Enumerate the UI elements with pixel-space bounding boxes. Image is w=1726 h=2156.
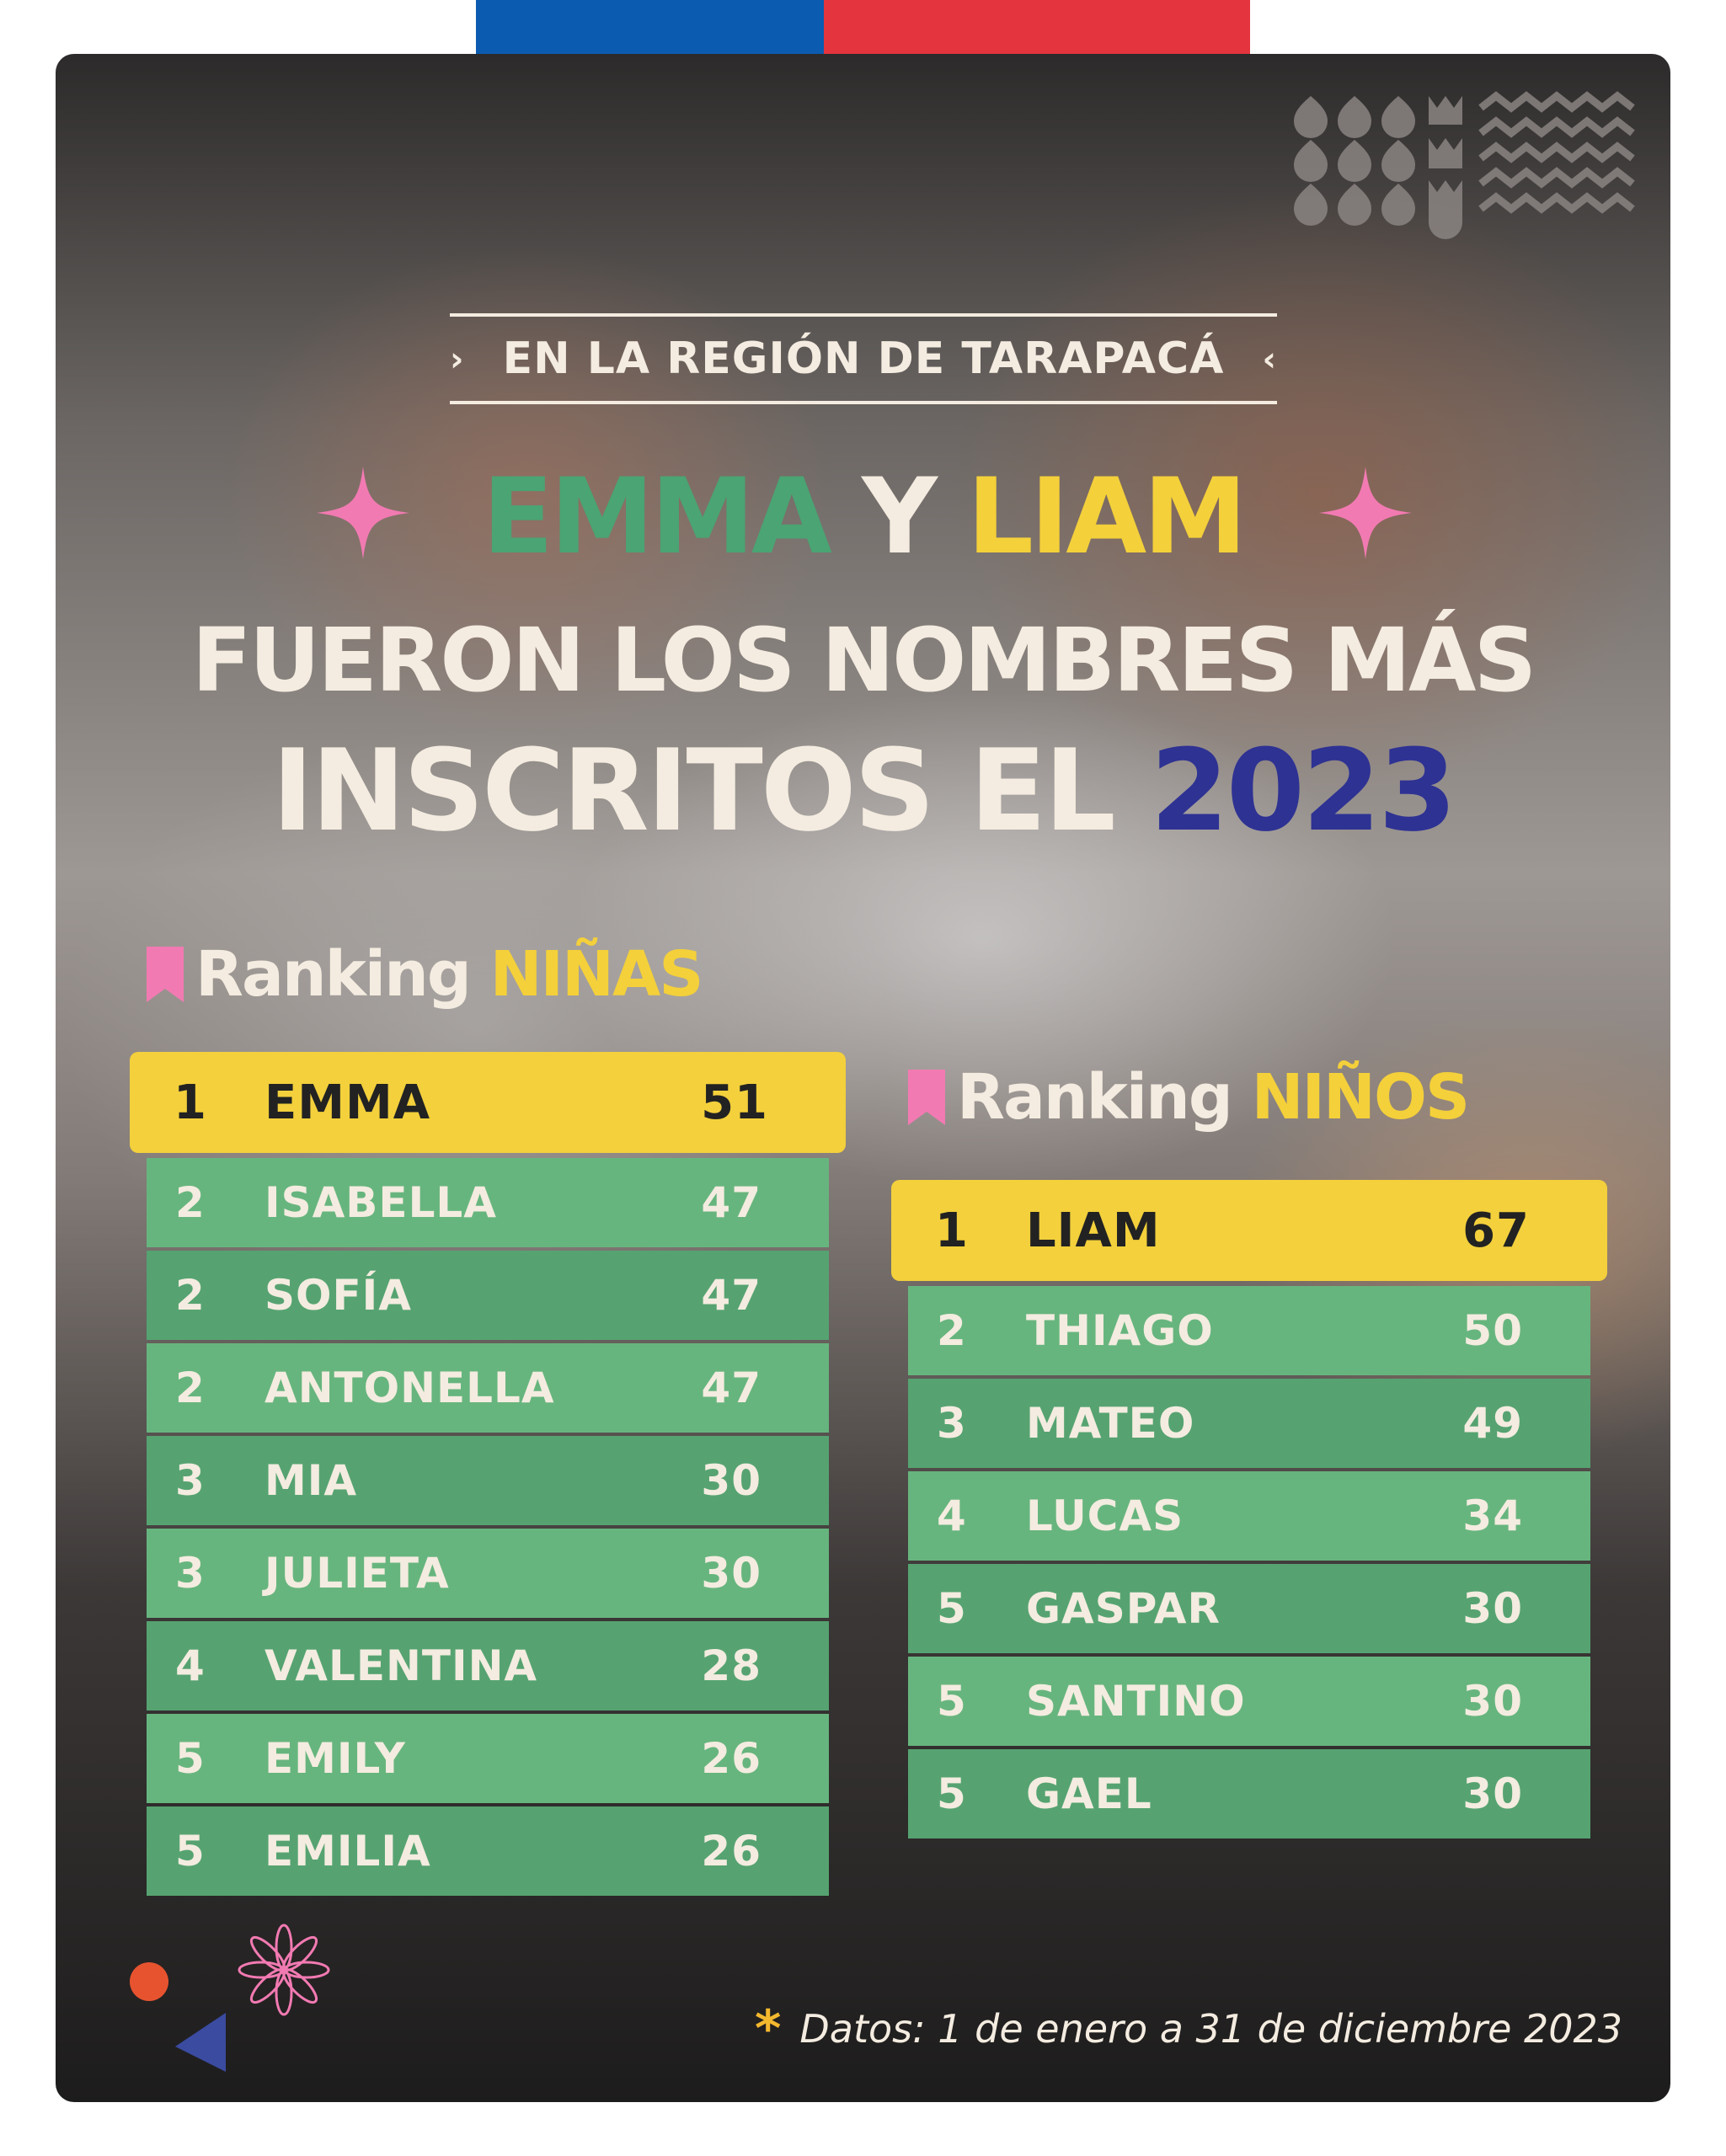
rank-count: 30	[701, 1549, 761, 1598]
rank-count: 49	[1462, 1399, 1523, 1448]
girls-title-prefix: Ranking	[195, 938, 490, 1011]
table-row: 2 ISABELLA 47	[147, 1158, 829, 1247]
table-row: 3 MIA 30	[147, 1436, 829, 1525]
girls-title-accent: NIÑAS	[489, 938, 704, 1011]
rank-name: ANTONELLA	[265, 1364, 555, 1412]
rank-count: 30	[1462, 1584, 1523, 1633]
bookmark-icon	[147, 947, 184, 1002]
headline-girl-name: EMMA	[482, 456, 831, 578]
rank-count: 34	[1462, 1492, 1523, 1540]
rank-position: 5	[175, 1827, 206, 1876]
rank-position: 5	[937, 1584, 967, 1633]
data-footnote: * Datos: 1 de enero a 31 de diciembre 20…	[755, 1999, 1665, 2058]
rank-name: VALENTINA	[265, 1641, 538, 1690]
rank-name: EMILY	[265, 1734, 406, 1783]
sparkle-icon	[1319, 467, 1412, 559]
footnote-text: Datos: 1 de enero a 31 de diciembre 2023	[799, 2006, 1623, 2052]
table-row: 4 LUCAS 34	[908, 1471, 1590, 1561]
brand-pattern-icon	[1294, 91, 1635, 239]
rank-count: 30	[1462, 1677, 1523, 1726]
boys-ranking-table: 1 LIAM 67 2 THIAGO 50 3 MATEO 49 4 LUCAS…	[891, 1180, 1607, 1842]
boys-title-accent: NIÑOS	[1251, 1061, 1471, 1134]
rank-count: 30	[1462, 1769, 1523, 1818]
flag-stripe-blue	[476, 0, 824, 54]
rank-position: 3	[175, 1549, 206, 1598]
rank-name: MIA	[265, 1456, 358, 1505]
rank-count: 30	[701, 1456, 761, 1505]
rank-name: LIAM	[1026, 1203, 1161, 1258]
infographic-card: › EN LA REGIÓN DE TARAPACÁ ‹ EMMA Y LIAM…	[56, 54, 1670, 2102]
rank-name: JULIETA	[265, 1549, 450, 1598]
rank-count: 26	[701, 1827, 761, 1876]
rank-name: SANTINO	[1026, 1677, 1246, 1726]
rank-position: 2	[937, 1306, 967, 1355]
rank-position: 5	[175, 1734, 206, 1783]
table-row: 1 EMMA 51	[130, 1052, 846, 1153]
rank-name: GAEL	[1026, 1769, 1152, 1818]
rank-name: SOFÍA	[265, 1271, 412, 1320]
rank-position: 2	[175, 1178, 206, 1227]
asterisk-icon: *	[755, 1999, 782, 2058]
table-row: 3 MATEO 49	[908, 1379, 1590, 1468]
rank-position: 4	[937, 1492, 967, 1540]
table-row: 2 SOFÍA 47	[147, 1251, 829, 1340]
rank-position: 1	[935, 1203, 969, 1258]
chevron-right-icon: ›	[450, 340, 465, 379]
rank-position: 4	[175, 1641, 206, 1690]
rank-count: 28	[701, 1641, 761, 1690]
table-row: 5 SANTINO 30	[908, 1657, 1590, 1746]
rank-name: LUCAS	[1026, 1492, 1184, 1540]
table-row: 5 EMILY 26	[147, 1714, 829, 1803]
region-tagline: › EN LA REGIÓN DE TARAPACÁ ‹	[450, 313, 1277, 404]
rank-count: 50	[1462, 1306, 1523, 1355]
headline-names: EMMA Y LIAM	[56, 458, 1670, 576]
circle-icon	[130, 1962, 168, 2001]
rank-position: 5	[937, 1769, 967, 1818]
rank-name: ISABELLA	[265, 1178, 497, 1227]
table-row: 1 LIAM 67	[891, 1180, 1607, 1281]
table-row: 5 EMILIA 26	[147, 1806, 829, 1896]
headline-boy-name: LIAM	[967, 456, 1248, 578]
table-row: 2 THIAGO 50	[908, 1286, 1590, 1375]
rank-position: 2	[175, 1364, 206, 1412]
table-row: 2 ANTONELLA 47	[147, 1343, 829, 1433]
rank-name: EMMA	[265, 1075, 431, 1130]
sparkle-icon	[317, 467, 409, 559]
rank-position: 5	[937, 1677, 967, 1726]
headline-connector: Y	[862, 456, 938, 578]
girls-ranking-title: Ranking NIÑAS	[147, 938, 704, 1011]
table-row: 4 VALENTINA 28	[147, 1621, 829, 1710]
rank-count: 47	[701, 1178, 761, 1227]
rank-name: MATEO	[1026, 1399, 1195, 1448]
rank-position: 2	[175, 1271, 206, 1320]
triangle-icon	[175, 2013, 226, 2072]
flower-icon	[238, 1924, 330, 2016]
chevron-left-icon: ‹	[1262, 340, 1277, 379]
rank-position: 1	[174, 1075, 207, 1130]
bookmark-icon	[908, 1070, 945, 1125]
table-row: 5 GAEL 30	[908, 1749, 1590, 1838]
rank-name: GASPAR	[1026, 1584, 1221, 1633]
rank-name: EMILIA	[265, 1827, 431, 1876]
headline-year: 2023	[1150, 725, 1457, 857]
headline-line-3: INSCRITOS EL 2023	[56, 728, 1670, 854]
flag-stripe-red	[824, 0, 1250, 54]
headline-line-2: FUERON LOS NOMBRES MÁS	[191, 609, 1537, 712]
boys-title-prefix: Ranking	[957, 1061, 1252, 1134]
boys-ranking-title: Ranking NIÑOS	[908, 1061, 1471, 1134]
table-row: 5 GASPAR 30	[908, 1564, 1590, 1653]
rank-count: 26	[701, 1734, 761, 1783]
region-text: EN LA REGIÓN DE TARAPACÁ	[502, 334, 1225, 384]
table-row: 3 JULIETA 30	[147, 1529, 829, 1618]
rank-position: 3	[937, 1399, 967, 1448]
headline-line-3-prefix: INSCRITOS EL	[271, 725, 1151, 857]
rank-count: 67	[1462, 1203, 1530, 1258]
rank-name: THIAGO	[1026, 1306, 1214, 1355]
rank-count: 47	[701, 1364, 761, 1412]
rank-count: 47	[701, 1271, 761, 1320]
girls-ranking-table: 1 EMMA 51 2 ISABELLA 47 2 SOFÍA 47 2 ANT…	[130, 1052, 846, 1899]
rank-count: 51	[701, 1075, 768, 1130]
rank-position: 3	[175, 1456, 206, 1505]
